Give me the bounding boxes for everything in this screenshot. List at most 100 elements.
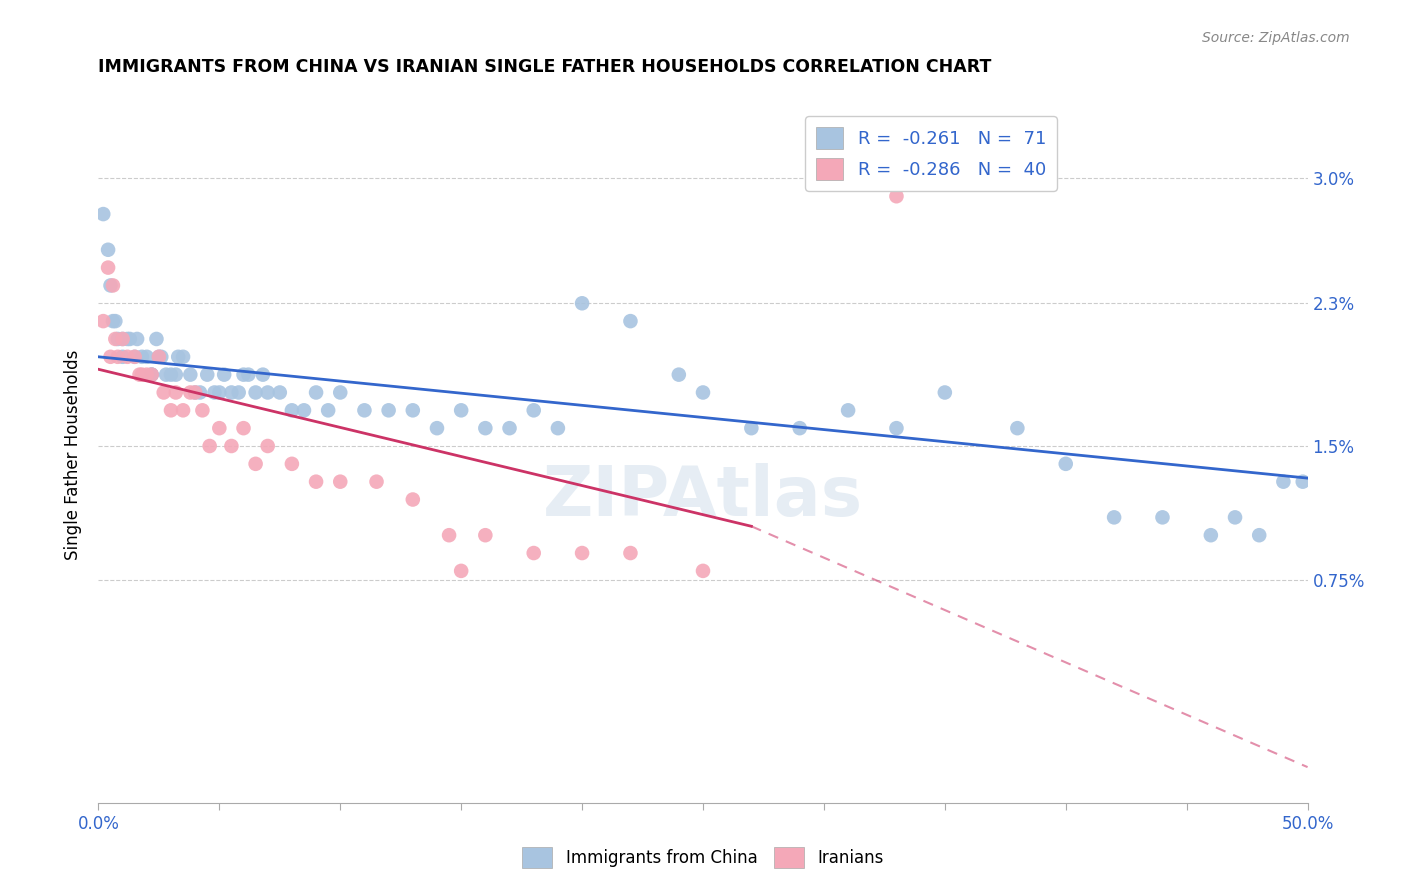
Point bbox=[107, 350, 129, 364]
Point bbox=[145, 332, 167, 346]
Point bbox=[329, 475, 352, 489]
Point bbox=[212, 368, 235, 382]
Point bbox=[124, 350, 146, 364]
Point bbox=[1007, 421, 1029, 435]
Point bbox=[498, 421, 520, 435]
Point bbox=[238, 368, 260, 382]
Point bbox=[366, 475, 388, 489]
Point bbox=[450, 403, 472, 417]
Point bbox=[692, 385, 714, 400]
Point bbox=[1292, 475, 1315, 489]
Point bbox=[191, 403, 214, 417]
Point bbox=[100, 350, 122, 364]
Point bbox=[195, 368, 218, 382]
Point bbox=[1223, 510, 1246, 524]
Point bbox=[571, 546, 593, 560]
Point bbox=[316, 403, 339, 417]
Point bbox=[128, 368, 150, 382]
Point bbox=[179, 385, 201, 400]
Point bbox=[281, 457, 304, 471]
Point bbox=[789, 421, 811, 435]
Point bbox=[101, 314, 124, 328]
Point bbox=[204, 385, 226, 400]
Legend: Immigrants from China, Iranians: Immigrants from China, Iranians bbox=[516, 841, 890, 874]
Point bbox=[740, 421, 762, 435]
Point bbox=[104, 314, 127, 328]
Point bbox=[111, 332, 134, 346]
Point bbox=[179, 368, 201, 382]
Point bbox=[165, 368, 187, 382]
Point bbox=[165, 385, 187, 400]
Point bbox=[208, 385, 231, 400]
Point bbox=[107, 332, 129, 346]
Point bbox=[547, 421, 569, 435]
Point bbox=[281, 403, 304, 417]
Point bbox=[934, 385, 956, 400]
Point bbox=[172, 403, 194, 417]
Y-axis label: Single Father Households: Single Father Households bbox=[65, 350, 83, 560]
Point bbox=[256, 439, 278, 453]
Point bbox=[252, 368, 274, 382]
Text: IMMIGRANTS FROM CHINA VS IRANIAN SINGLE FATHER HOUSEHOLDS CORRELATION CHART: IMMIGRANTS FROM CHINA VS IRANIAN SINGLE … bbox=[98, 58, 991, 76]
Point bbox=[474, 528, 496, 542]
Point bbox=[353, 403, 375, 417]
Point bbox=[131, 368, 153, 382]
Point bbox=[474, 421, 496, 435]
Text: Source: ZipAtlas.com: Source: ZipAtlas.com bbox=[1202, 31, 1350, 45]
Point bbox=[1199, 528, 1222, 542]
Point bbox=[1054, 457, 1077, 471]
Point bbox=[426, 421, 449, 435]
Point bbox=[111, 350, 134, 364]
Point bbox=[97, 243, 120, 257]
Point bbox=[148, 350, 170, 364]
Point bbox=[886, 189, 908, 203]
Point bbox=[198, 439, 221, 453]
Point bbox=[269, 385, 291, 400]
Point bbox=[450, 564, 472, 578]
Point bbox=[571, 296, 593, 310]
Point bbox=[305, 385, 328, 400]
Point bbox=[1272, 475, 1295, 489]
Point bbox=[152, 385, 174, 400]
Point bbox=[437, 528, 460, 542]
Point bbox=[100, 278, 122, 293]
Point bbox=[135, 368, 157, 382]
Point bbox=[155, 368, 177, 382]
Point bbox=[668, 368, 690, 382]
Point bbox=[148, 350, 170, 364]
Point bbox=[245, 457, 267, 471]
Point bbox=[160, 403, 183, 417]
Point bbox=[150, 350, 173, 364]
Point bbox=[377, 403, 399, 417]
Point bbox=[221, 439, 243, 453]
Point bbox=[886, 421, 908, 435]
Point bbox=[208, 421, 231, 435]
Point bbox=[256, 385, 278, 400]
Point bbox=[305, 475, 328, 489]
Point bbox=[188, 385, 211, 400]
Point bbox=[619, 546, 641, 560]
Point bbox=[232, 368, 254, 382]
Point bbox=[184, 385, 207, 400]
Point bbox=[141, 368, 163, 382]
Point bbox=[1249, 528, 1271, 542]
Point bbox=[402, 403, 425, 417]
Point bbox=[141, 368, 163, 382]
Point bbox=[97, 260, 120, 275]
Point bbox=[118, 332, 141, 346]
Point bbox=[619, 314, 641, 328]
Point bbox=[1152, 510, 1174, 524]
Point bbox=[184, 385, 207, 400]
Point bbox=[837, 403, 859, 417]
Point bbox=[523, 403, 546, 417]
Point bbox=[127, 332, 149, 346]
Point bbox=[245, 385, 267, 400]
Point bbox=[117, 350, 139, 364]
Point bbox=[523, 546, 546, 560]
Point bbox=[117, 332, 139, 346]
Point bbox=[160, 368, 183, 382]
Point bbox=[141, 368, 163, 382]
Point bbox=[232, 421, 254, 435]
Point bbox=[329, 385, 352, 400]
Point bbox=[91, 207, 114, 221]
